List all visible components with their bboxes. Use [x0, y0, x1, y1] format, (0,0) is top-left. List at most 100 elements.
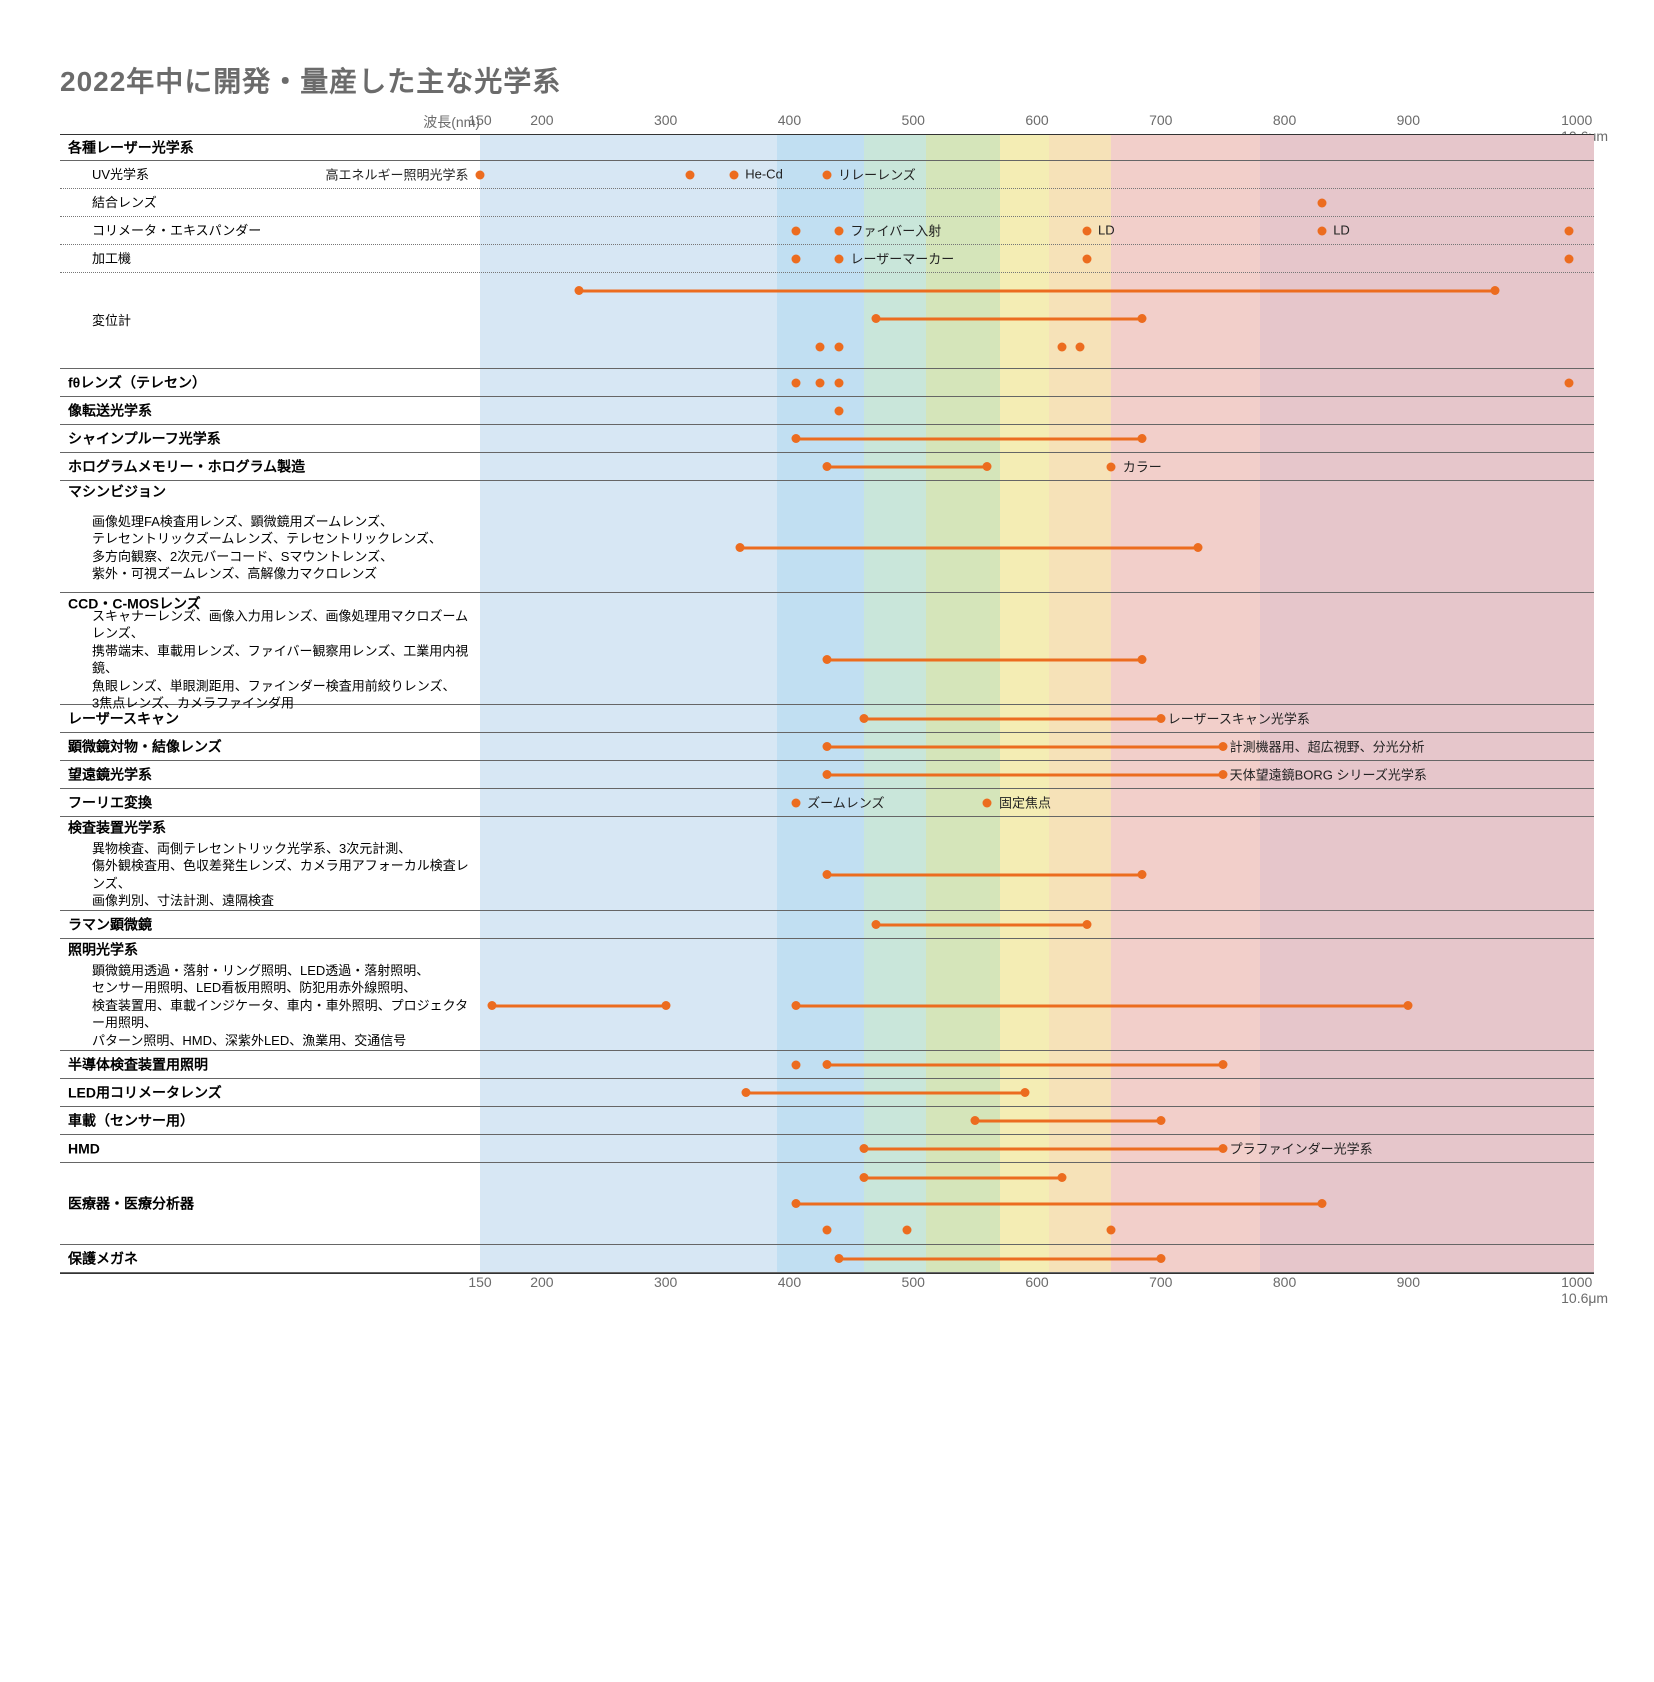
- row-container: 各種レーザー光学系 UV光学系 高エネルギー照明光学系 He-Cd リレーレンズ結合レン…: [60, 135, 1594, 1273]
- point-marker: [816, 378, 825, 387]
- row-track: 天体望遠鏡BORG シリーズ光学系: [480, 761, 1594, 788]
- row-label: マシンビジョン: [68, 483, 166, 502]
- marker-label: 計測機器用、超広視野、分光分析: [1223, 737, 1425, 756]
- row-track: [480, 1051, 1594, 1078]
- point-marker: [686, 170, 695, 179]
- row-track: レーザースキャン光学系: [480, 705, 1594, 732]
- point-marker: [834, 406, 843, 415]
- row-track: [480, 369, 1594, 396]
- row-track: ファイバー入射LDLD: [480, 217, 1594, 244]
- row-track: 高エネルギー照明光学系He-Cdリレーレンズ: [480, 161, 1594, 188]
- marker-label: リレーレンズ: [831, 165, 916, 184]
- point-marker: [1076, 342, 1085, 351]
- row-track: 計測機器用、超広視野、分光分析: [480, 733, 1594, 760]
- point-marker: ファイバー入射: [834, 226, 843, 235]
- point-marker: [791, 226, 800, 235]
- point-marker: 高エネルギー照明光学系: [476, 170, 485, 179]
- row-track: [480, 1163, 1594, 1244]
- point-marker: [1317, 198, 1326, 207]
- point-marker: LD: [1082, 226, 1091, 235]
- point-marker: ズームレンズ: [791, 798, 800, 807]
- point-marker: He-Cd: [729, 170, 738, 179]
- point-marker: [834, 378, 843, 387]
- axis-tick: 500: [902, 112, 925, 128]
- chart-row: レーザースキャンレーザースキャン光学系: [60, 705, 1594, 733]
- marker-label: ファイバー入射: [843, 221, 941, 240]
- row-label: LED用コリメータレンズ: [68, 1083, 222, 1102]
- row-label: 顕微鏡用透過・落射・リング照明、LED透過・落射照明、 センサー用照明、LED看…: [68, 962, 478, 1050]
- point-marker: [1057, 342, 1066, 351]
- row-track: プラファインダー光学系: [480, 1135, 1594, 1162]
- row-track: [480, 1245, 1594, 1272]
- axis-tick: 150: [468, 112, 491, 128]
- chart-row: 像転送光学系: [60, 397, 1594, 425]
- range-marker: [579, 289, 1495, 292]
- axis-bottom: 1502003004005006007008009001000 10.6μm: [480, 1274, 1594, 1296]
- marker-label: 高エネルギー照明光学系: [325, 165, 475, 184]
- axis-top: 波長(nm)1502003004005006007008009001000 10…: [480, 112, 1594, 134]
- axis-tick-last: 1000 10.6μm: [1561, 1274, 1608, 1306]
- chart-row: フーリエ変換 ズームレンズ 固定焦点: [60, 789, 1594, 817]
- row-label: 結合レンズ: [68, 194, 157, 212]
- axis-tick: 700: [1149, 112, 1172, 128]
- axis-tick: 400: [778, 1274, 801, 1290]
- row-label: 顕微鏡対物・結像レンズ: [68, 737, 222, 756]
- chart-row: 各種レーザー光学系: [60, 135, 1594, 161]
- range-marker: [492, 1004, 665, 1007]
- marker-label: ズームレンズ: [800, 793, 884, 812]
- range-marker: [864, 1176, 1062, 1179]
- row-track: [480, 425, 1594, 452]
- row-track: [480, 615, 1594, 704]
- row-label: HMD: [68, 1139, 100, 1158]
- row-track: ズームレンズ 固定焦点: [480, 789, 1594, 816]
- row-track: [480, 839, 1594, 910]
- row-track: [480, 939, 1594, 961]
- axis-tick: 600: [1025, 112, 1048, 128]
- row-label: 画像処理FA検査用レンズ、顕微鏡用ズームレンズ、 テレセントリックズームレンズ、…: [68, 512, 442, 582]
- point-marker: 固定焦点: [983, 798, 992, 807]
- point-marker: [816, 342, 825, 351]
- chart-row: 保護メガネ: [60, 1245, 1594, 1273]
- row-track: [480, 189, 1594, 216]
- row-track: [480, 481, 1594, 503]
- row-track: [480, 817, 1594, 839]
- marker-label: He-Cd: [738, 167, 783, 182]
- row-label: シャインプルーフ光学系: [68, 429, 221, 448]
- row-track: レーザーマーカー: [480, 245, 1594, 272]
- row-label: ホログラムメモリー・ホログラム製造: [68, 457, 305, 476]
- range-marker: [796, 1004, 1409, 1007]
- chart-row: 照明光学系: [60, 939, 1594, 961]
- axis-tick: 600: [1025, 1274, 1048, 1290]
- range-marker: 計測機器用、超広視野、分光分析: [827, 745, 1223, 748]
- range-marker: [796, 1202, 1322, 1205]
- range-marker: [796, 437, 1143, 440]
- row-label: フーリエ変換: [68, 793, 152, 812]
- point-marker: [791, 1060, 800, 1069]
- point-marker: [1107, 1225, 1116, 1234]
- point-marker: [903, 1225, 912, 1234]
- point-marker: リレーレンズ: [822, 170, 831, 179]
- chart-row: LED用コリメータレンズ: [60, 1079, 1594, 1107]
- row-track: [480, 1079, 1594, 1106]
- row-track: [480, 135, 1594, 160]
- row-label: 半導体検査装置用照明: [68, 1055, 208, 1074]
- row-label: 像転送光学系: [68, 401, 152, 420]
- marker-label: レーザーマーカー: [843, 249, 954, 268]
- marker-label: プラファインダー光学系: [1223, 1139, 1373, 1158]
- range-marker: [827, 658, 1143, 661]
- row-track: [480, 273, 1594, 368]
- range-marker: [839, 1257, 1161, 1260]
- point-marker: [1565, 226, 1574, 235]
- chart-row: スキャナーレンズ、画像入力用レンズ、画像処理用マクロズームレンズ、 携帯端末、車…: [60, 615, 1594, 705]
- chart-row: HMD プラファインダー光学系: [60, 1135, 1594, 1163]
- axis-tick: 900: [1397, 1274, 1420, 1290]
- chart-row: シャインプルーフ光学系: [60, 425, 1594, 453]
- chart-title: 2022年中に開発・量産した主な光学系: [60, 60, 1594, 100]
- chart-row: 医療器・医療分析器: [60, 1163, 1594, 1245]
- plot-area: 各種レーザー光学系 UV光学系 高エネルギー照明光学系 He-Cd リレーレンズ結合レン…: [60, 134, 1594, 1274]
- row-label: 望遠鏡光学系: [68, 765, 152, 784]
- row-label: 車載（センサー用）: [68, 1111, 194, 1130]
- row-label: UV光学系: [68, 166, 149, 184]
- chart-row: 加工機レーザーマーカー: [60, 245, 1594, 273]
- range-marker: [746, 1091, 1025, 1094]
